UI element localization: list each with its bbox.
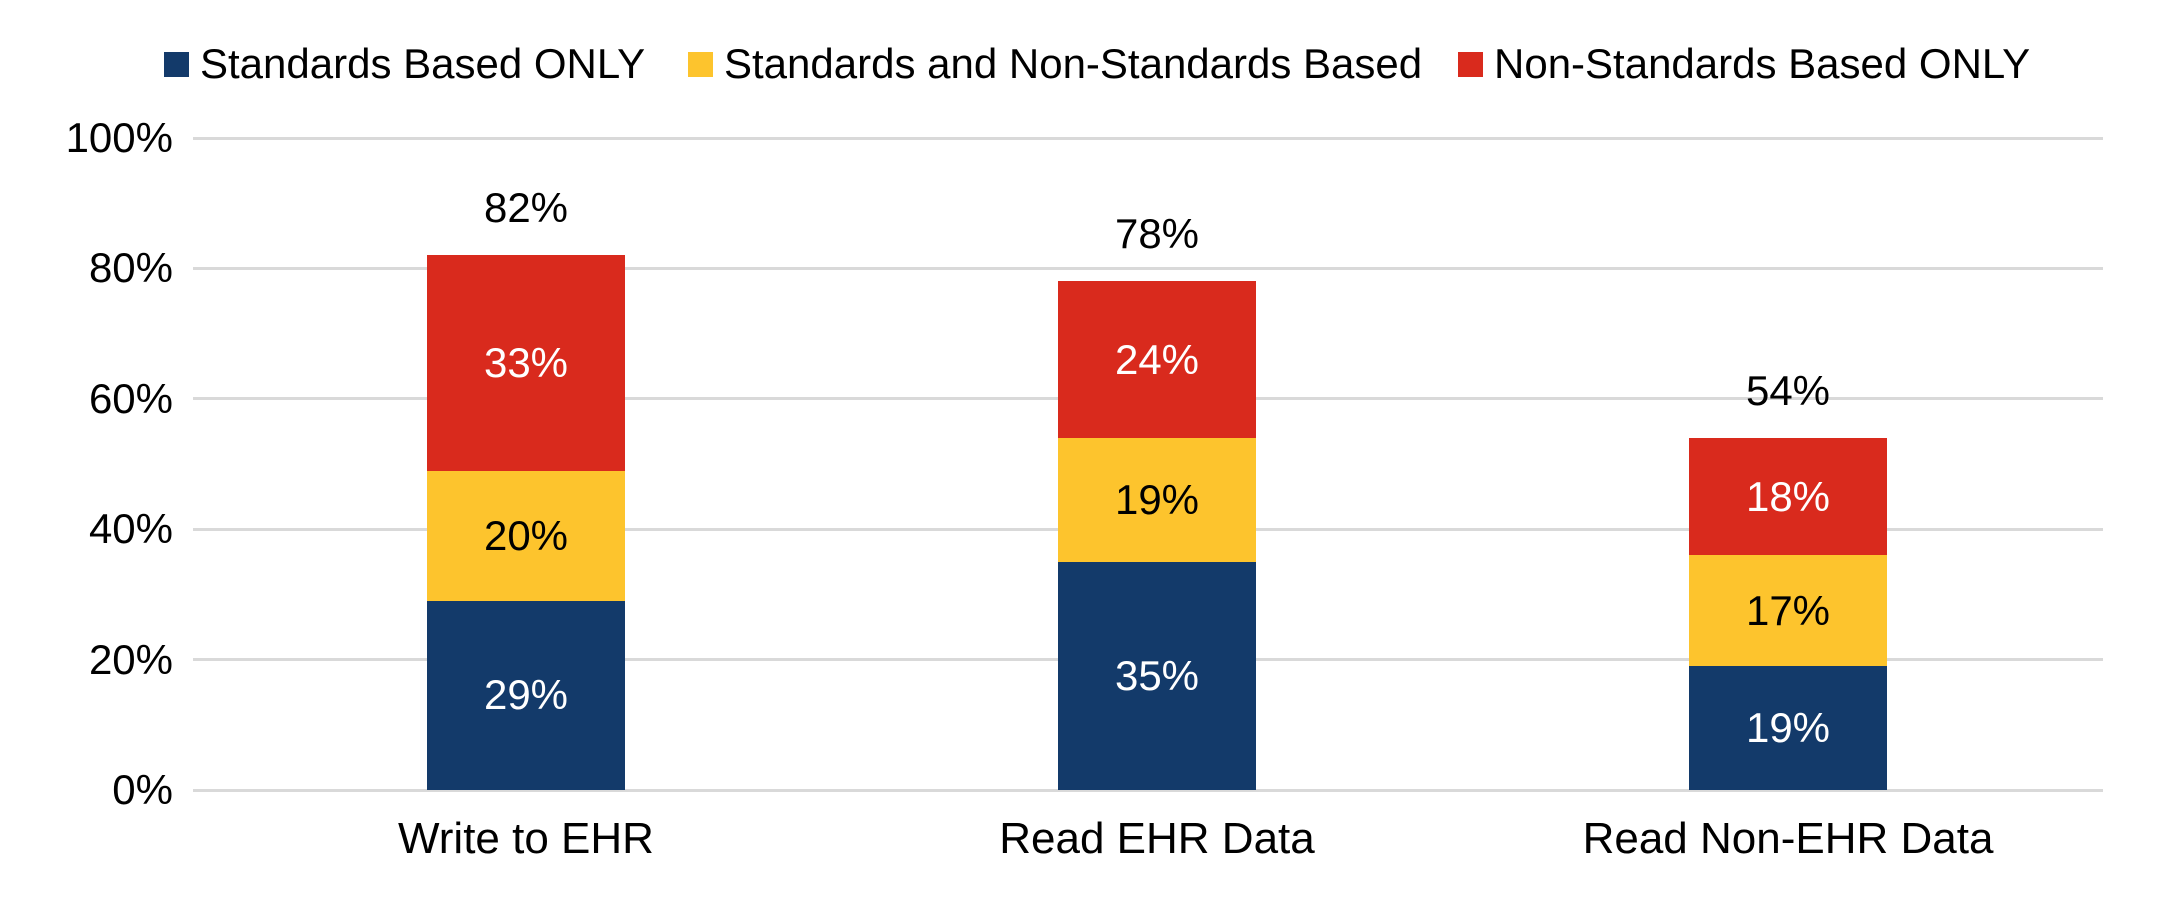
y-tick-label-20: 20% [88, 635, 173, 683]
segment-value-label: 33% [483, 338, 569, 386]
segment-value-label: 35% [1114, 651, 1200, 699]
y-axis: 0% 20% 40% 60% 80% 100% [0, 114, 173, 813]
bar-total-label: 54% [1745, 366, 1831, 414]
legend-swatch-non-standards-based-only [1458, 51, 1483, 77]
legend-label-non-standards-based-only: Non-Standards Based ONLY [1494, 40, 2031, 87]
bar-segment: 20% [427, 470, 625, 601]
segment-value-label: 24% [1114, 335, 1200, 383]
bar-segment: 17% [1689, 555, 1887, 667]
legend-item-standards-and-non-standards: Standards and Non-Standards Based [688, 39, 1422, 89]
gridline-100 [193, 136, 2103, 140]
x-category-label: Read EHR Data [999, 814, 1315, 863]
bar-total-label: 78% [1114, 210, 1200, 258]
segment-value-label: 19% [1745, 704, 1831, 752]
bar-segment: 19% [1058, 437, 1256, 562]
y-tick-label-0: 0% [112, 766, 173, 813]
legend-label-standards-and-non-standards: Standards and Non-Standards Based [724, 40, 1423, 87]
bar-segment: 18% [1689, 437, 1887, 556]
bar-segment: 35% [1058, 561, 1256, 790]
bar-segment: 29% [427, 600, 625, 790]
segment-value-label: 18% [1745, 472, 1831, 520]
y-tick-label-100: 100% [65, 114, 173, 161]
y-tick-label-40: 40% [88, 505, 173, 553]
segment-value-label: 17% [1745, 586, 1831, 634]
y-tick-label-60: 60% [88, 374, 173, 422]
bar-segment: 33% [427, 255, 625, 471]
bar-total-label: 82% [483, 184, 569, 232]
y-tick-label-80: 80% [88, 244, 173, 292]
segment-value-label: 29% [483, 671, 569, 719]
legend-item-standards-based-only: Standards Based ONLY [164, 39, 645, 89]
legend-swatch-standards-and-non-standards [688, 51, 713, 77]
bar-segment: 19% [1689, 666, 1887, 790]
x-axis: Write to EHR Read EHR Data Read Non-EHR Da… [193, 812, 2103, 872]
bar-segment: 24% [1058, 281, 1256, 438]
legend-swatch-standards-based-only [164, 51, 189, 77]
plot-area: 29% 20% 33% 82% 35% 19% 24% 78% 19% 17% 18% 54% [193, 136, 2103, 792]
segment-value-label: 20% [483, 511, 569, 559]
legend-item-non-standards-based-only: Non-Standards Based ONLY [1458, 39, 2030, 89]
segment-value-label: 19% [1114, 475, 1200, 523]
legend-label-standards-based-only: Standards Based ONLY [200, 40, 646, 87]
x-category-label: Read Non-EHR Data [1582, 814, 1994, 863]
x-category-label: Write to EHR [398, 814, 654, 863]
gridline-80 [193, 266, 2103, 270]
gridline-0 [193, 788, 2103, 792]
